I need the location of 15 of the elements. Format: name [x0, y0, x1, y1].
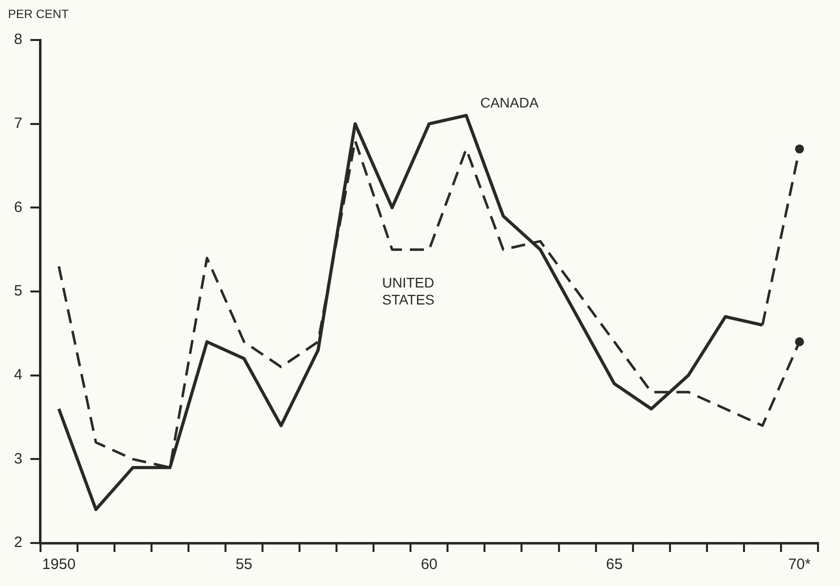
series-label: CANADA	[480, 94, 540, 110]
y-tick-label: 3	[14, 450, 22, 468]
x-tick-label: 55	[236, 556, 252, 574]
y-axis-title: PER CENT	[8, 7, 70, 21]
x-tick-label: 1950	[42, 556, 76, 574]
y-tick-label: 4	[14, 366, 22, 384]
series-label: UNITED STATES	[382, 274, 435, 308]
y-tick-label: 8	[14, 31, 22, 48]
x-tick-label: 60	[420, 556, 438, 574]
y-tick-label: 7	[14, 114, 22, 132]
y-tick-label: 5	[14, 282, 22, 300]
x-tick-label: 65	[606, 556, 623, 574]
y-tick-label: 6	[14, 198, 22, 216]
x-tick-label: 70*	[788, 556, 811, 574]
y-tick-label: 2	[14, 534, 22, 552]
